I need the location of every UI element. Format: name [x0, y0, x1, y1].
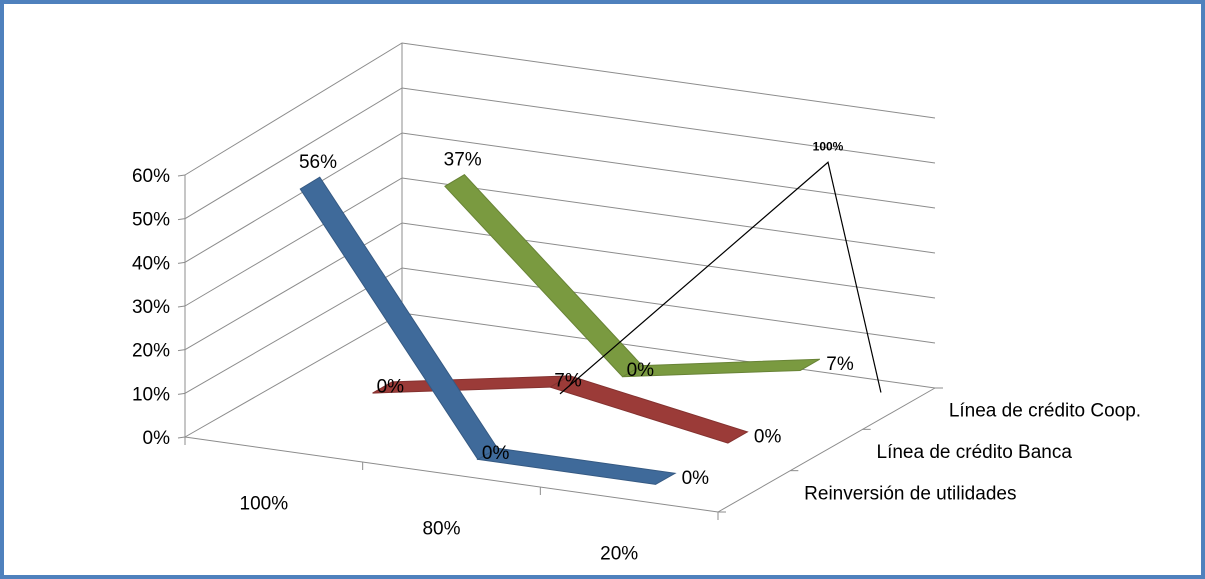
chart-axes	[177, 174, 943, 520]
series-label: Reinversión de utilidades	[804, 483, 1016, 504]
series-layer	[299, 174, 821, 485]
chart-labels: 0% 10% 20% 30% 40% 50% 60% 100% 80% 20% Reinversió…	[132, 149, 1141, 564]
data-label: 0%	[682, 468, 710, 489]
callout-line	[559, 161, 882, 395]
y-tick-label: 60%	[132, 166, 170, 187]
data-label: 7%	[826, 354, 854, 375]
data-label: 0%	[377, 377, 405, 398]
x-tick-label: 80%	[422, 519, 460, 540]
ribbon-segment	[444, 174, 643, 378]
y-tick-label: 40%	[132, 253, 170, 274]
y-tick-mark	[177, 436, 186, 439]
annotation-callout: 100%	[559, 139, 882, 395]
series-label: Línea de crédito Banca	[877, 442, 1073, 463]
y-tick-mark	[177, 392, 186, 395]
x-tick-label: 100%	[240, 494, 289, 515]
series-label: Línea de crédito Coop.	[949, 401, 1141, 422]
y-tick-label: 20%	[132, 341, 170, 362]
x-tick-label: 20%	[600, 544, 638, 565]
y-tick-label: 50%	[132, 210, 170, 231]
y-tick-label: 30%	[132, 297, 170, 318]
data-label: 7%	[554, 370, 582, 391]
data-label: 0%	[482, 443, 510, 464]
ribbon-segment	[299, 176, 499, 461]
data-label: 37%	[444, 149, 482, 170]
ribbon-segment	[476, 447, 677, 485]
y-tick-mark	[177, 218, 186, 221]
y-tick-mark	[177, 261, 186, 264]
depth-axis	[717, 387, 936, 513]
y-tick-mark	[177, 174, 186, 177]
data-label: 0%	[627, 360, 655, 381]
annotation-text: 100%	[813, 139, 844, 153]
ribbon-segment	[622, 358, 821, 378]
data-label: 56%	[299, 152, 337, 173]
gridline	[184, 87, 936, 220]
y-tick-label: 0%	[143, 428, 171, 449]
y-tick-label: 10%	[132, 384, 170, 405]
x-axis	[184, 436, 719, 513]
y-tick-mark	[177, 349, 186, 352]
y-tick-mark	[177, 305, 186, 308]
data-label: 0%	[754, 427, 782, 448]
ribbon-segment	[548, 375, 749, 444]
